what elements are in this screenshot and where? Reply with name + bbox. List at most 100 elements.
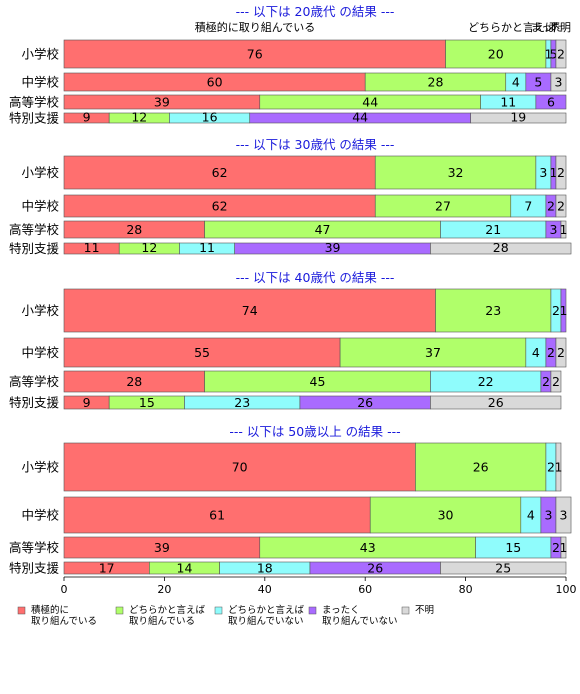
bar-segment xyxy=(555,39,567,69)
data-label: 21 xyxy=(485,222,501,237)
bar-segment xyxy=(535,94,567,110)
data-label: 37 xyxy=(425,345,441,360)
data-label: 2 xyxy=(557,165,565,180)
data-label: 74 xyxy=(242,303,258,318)
legend-label: 積極的に xyxy=(31,604,69,616)
data-label: 11 xyxy=(84,240,100,255)
data-label: 2 xyxy=(557,199,565,214)
x-tick-label: 40 xyxy=(258,583,272,596)
data-label: 23 xyxy=(485,303,501,318)
bar-segment xyxy=(430,242,572,255)
x-tick-label: 100 xyxy=(556,583,577,596)
x-tick-label: 60 xyxy=(358,583,372,596)
row-label: 高等学校 xyxy=(9,95,60,110)
legend-swatch xyxy=(308,606,317,615)
row-label: 高等学校 xyxy=(9,540,60,555)
row-label: 小学校 xyxy=(21,460,59,475)
bar-segment xyxy=(374,155,537,190)
data-label: 44 xyxy=(362,95,378,110)
data-label: 43 xyxy=(360,540,376,555)
row-label: 特別支援 xyxy=(9,111,60,126)
data-label: 2 xyxy=(547,345,555,360)
bar-segment xyxy=(63,496,371,534)
row-label: 小学校 xyxy=(21,165,59,180)
data-label: 30 xyxy=(438,508,454,523)
row-label: 中学校 xyxy=(21,345,59,360)
data-label: 7 xyxy=(524,199,532,214)
data-label: 62 xyxy=(212,199,228,214)
data-label: 28 xyxy=(126,222,142,237)
data-label: 4 xyxy=(532,345,540,360)
bar-segment xyxy=(555,496,572,534)
legend-label: 不明 xyxy=(415,605,434,616)
row-label: 特別支援 xyxy=(9,561,60,576)
group-title: --- 以下は 40歳代 の結果 --- xyxy=(236,270,395,285)
data-label: 19 xyxy=(510,110,526,125)
data-label: 1 xyxy=(560,303,568,318)
legend-label: 取り組んでいない xyxy=(228,615,304,627)
data-label: 26 xyxy=(357,395,373,410)
legend-label: 取り組んでいる xyxy=(31,615,97,627)
data-label: 12 xyxy=(131,110,147,125)
group-title: --- 以下は 50歳以上 の結果 --- xyxy=(229,424,400,439)
data-label: 3 xyxy=(549,222,557,237)
top-category-label: どちらかと言えば xyxy=(468,21,556,34)
bar-segment xyxy=(560,288,567,333)
data-label: 6 xyxy=(547,95,555,110)
bar-segment xyxy=(63,39,446,69)
data-label: 9 xyxy=(83,110,91,125)
data-label: 2 xyxy=(542,374,550,389)
data-label: 2 xyxy=(547,199,555,214)
data-label: 2 xyxy=(557,47,565,62)
data-label: 4 xyxy=(512,75,520,90)
data-label: 1 xyxy=(554,460,562,475)
bar-segment xyxy=(339,337,527,368)
data-label: 2 xyxy=(552,374,560,389)
data-label: 28 xyxy=(428,75,444,90)
bar-segment xyxy=(555,337,567,368)
data-label: 26 xyxy=(367,561,383,576)
data-label: 2 xyxy=(552,540,560,555)
bar-segment xyxy=(555,155,567,190)
data-label: 12 xyxy=(141,240,157,255)
data-label: 2 xyxy=(547,460,555,475)
data-label: 39 xyxy=(154,540,170,555)
bar-segment xyxy=(63,337,341,368)
top-category-label: 不明 xyxy=(549,21,571,34)
data-label: 1 xyxy=(560,222,568,237)
data-label: 39 xyxy=(154,95,170,110)
legend-swatch xyxy=(214,606,223,615)
row-label: 高等学校 xyxy=(9,374,60,389)
data-label: 44 xyxy=(352,110,368,125)
top-category-label: 積極的に取り組んでいる xyxy=(195,20,315,34)
data-label: 47 xyxy=(315,222,331,237)
data-label: 32 xyxy=(448,165,464,180)
data-label: 2 xyxy=(557,345,565,360)
data-label: 1 xyxy=(560,540,568,555)
data-label: 15 xyxy=(505,540,521,555)
data-label: 14 xyxy=(177,561,193,576)
data-label: 3 xyxy=(560,508,568,523)
data-label: 2 xyxy=(552,303,560,318)
legend-label: まったく xyxy=(322,605,360,616)
data-label: 45 xyxy=(310,374,326,389)
legend-label: 取り組んでいる xyxy=(129,615,195,627)
bar-segment xyxy=(63,155,376,190)
data-label: 3 xyxy=(539,165,547,180)
row-label: 特別支援 xyxy=(9,241,60,256)
legend-swatch xyxy=(17,606,26,615)
row-label: 特別支援 xyxy=(9,395,60,410)
data-label: 18 xyxy=(257,561,273,576)
data-label: 11 xyxy=(199,240,215,255)
bar-segment xyxy=(63,442,416,492)
legend-swatch xyxy=(115,606,124,615)
bar-segment xyxy=(550,72,567,92)
bar-segment xyxy=(555,442,562,492)
top-category-label: まった xyxy=(531,21,564,34)
bar-segment xyxy=(560,536,567,559)
x-tick-label: 80 xyxy=(459,583,473,596)
data-label: 15 xyxy=(139,395,155,410)
bar-segment xyxy=(560,220,567,239)
data-label: 22 xyxy=(478,374,494,389)
